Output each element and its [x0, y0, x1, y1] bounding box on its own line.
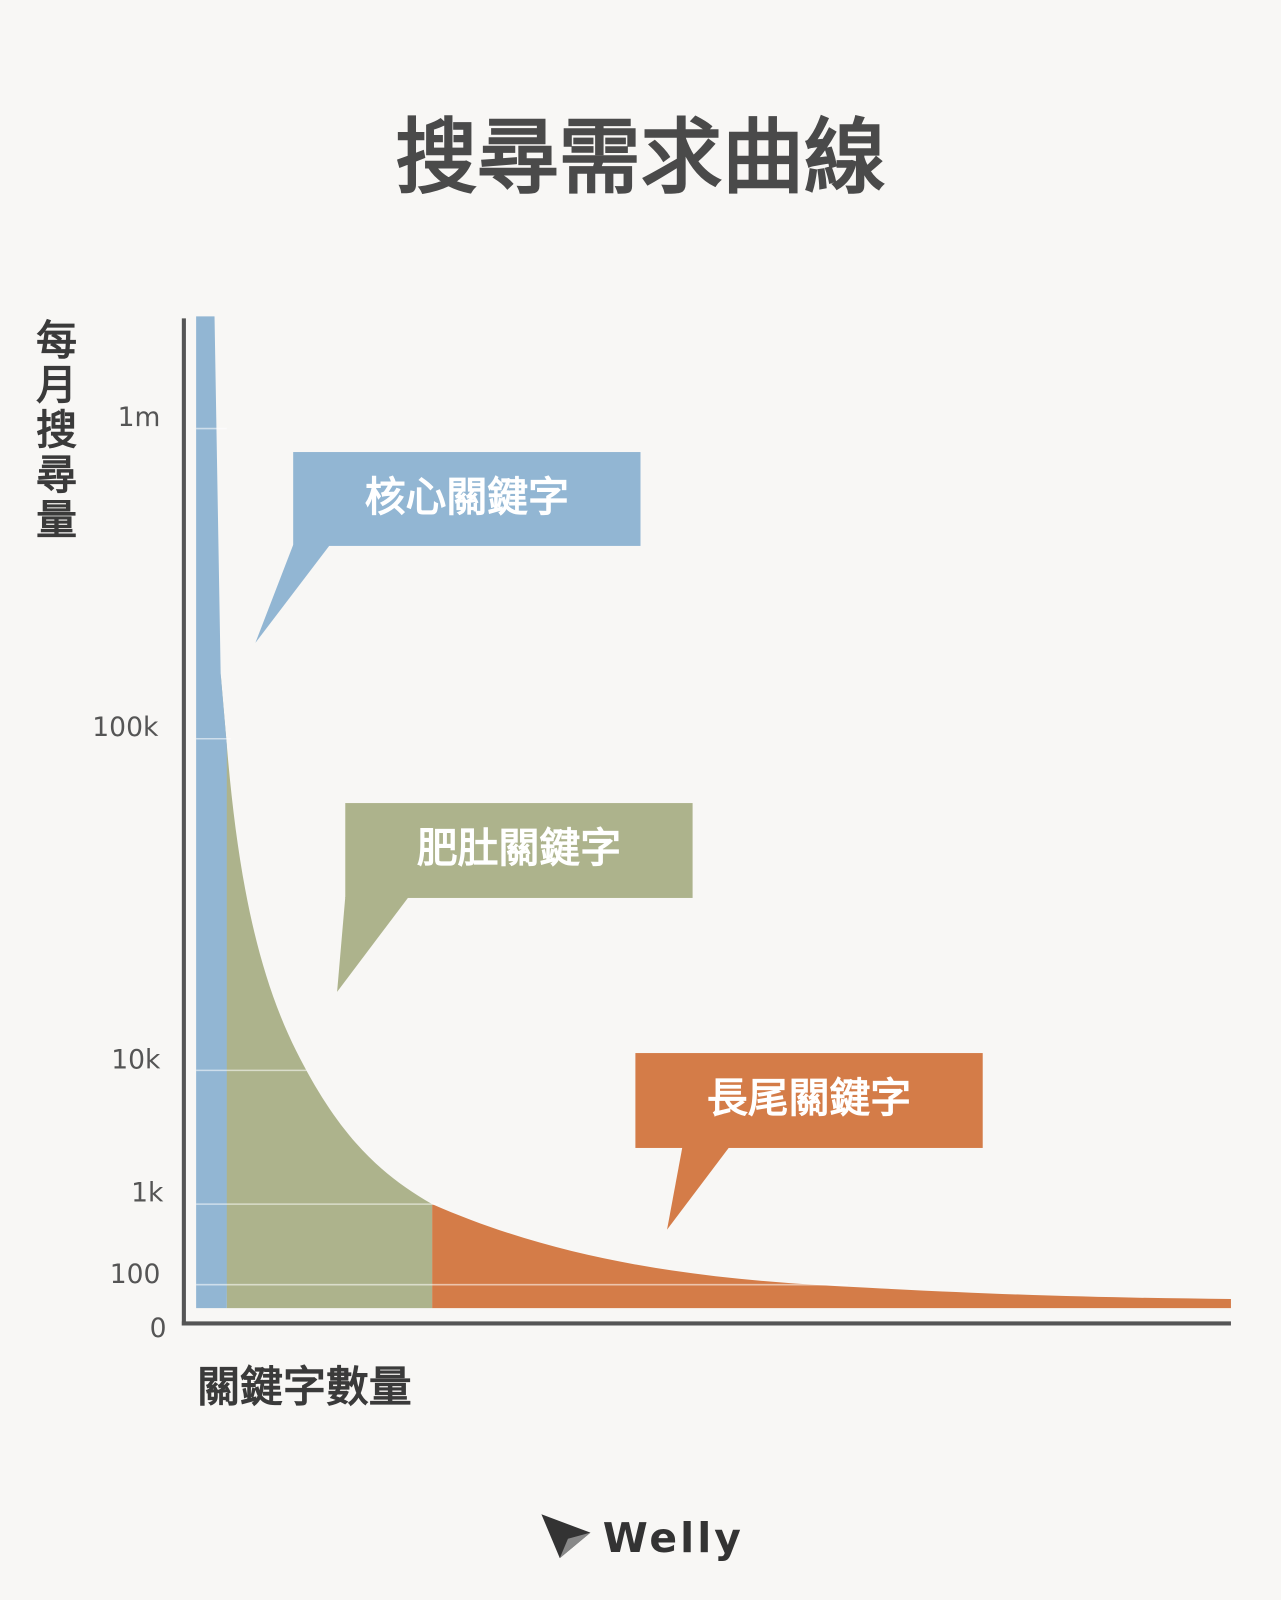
tick-label: 100 — [110, 1259, 161, 1290]
callout-pointer — [337, 896, 409, 992]
fat-middle-area — [220, 673, 433, 1309]
y-axis-label: 每月搜尋量 — [29, 318, 77, 543]
tick-label: 1k — [131, 1177, 164, 1208]
head-area — [196, 316, 227, 1309]
callout-label: 肥肚關鍵字 — [417, 824, 621, 872]
tick-label: 100k — [92, 712, 159, 743]
callout-label: 長尾關鍵字 — [707, 1074, 911, 1122]
tick-label: 10k — [111, 1045, 161, 1076]
logo-mark — [559, 1532, 591, 1559]
title: 搜尋需求曲線 — [395, 111, 885, 206]
callout-box — [293, 452, 641, 546]
logo-mark — [541, 1514, 591, 1559]
brand-name: Welly — [603, 1514, 744, 1562]
callout-tail — [635, 1053, 983, 1230]
callout-pointer — [255, 544, 330, 643]
x-axis-label: 關鍵字數量 — [197, 1362, 412, 1412]
callout-box — [635, 1053, 983, 1148]
brand-logo: Welly — [541, 1514, 744, 1562]
callout-label: 核心關鍵字 — [365, 473, 569, 521]
tick-label: 0 — [150, 1313, 167, 1344]
tick-label: 1m — [118, 402, 161, 433]
grid — [196, 427, 848, 1286]
callout-middle — [337, 803, 693, 992]
long-tail-area — [432, 1204, 1231, 1309]
callout-box — [345, 803, 693, 898]
callout-head — [255, 452, 641, 643]
